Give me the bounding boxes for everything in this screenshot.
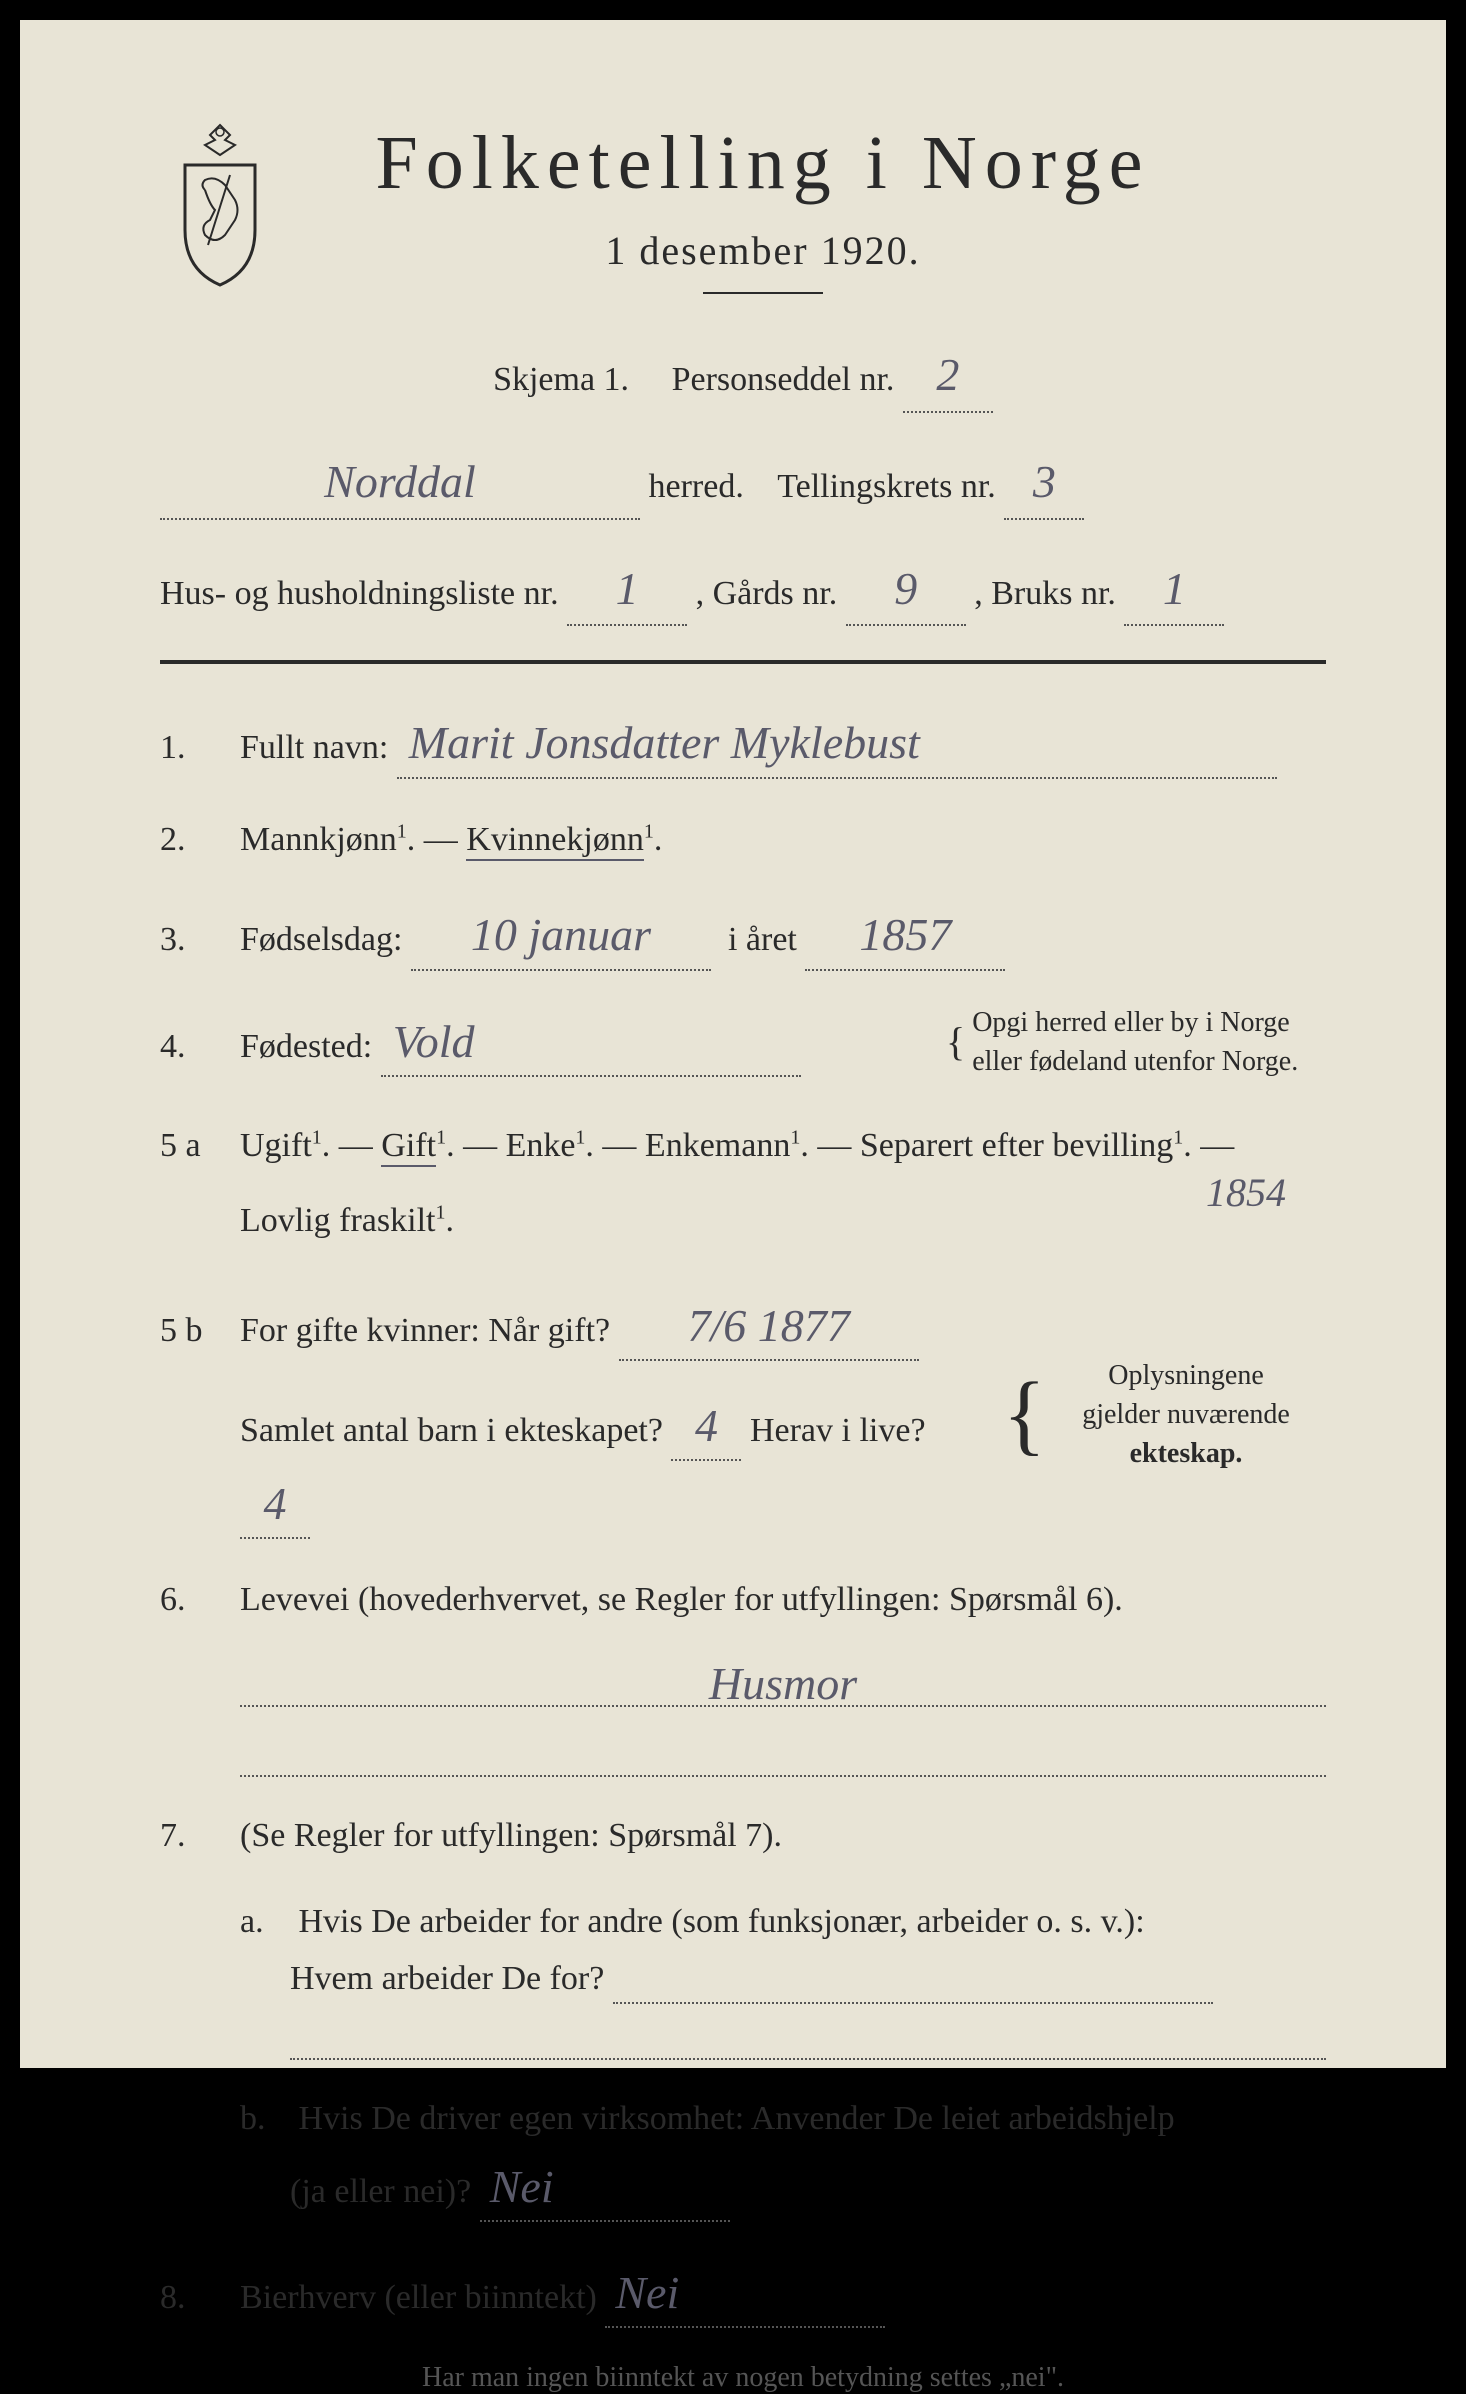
q6-value: Husmor: [709, 1658, 857, 1709]
q6-num: 6.: [160, 1571, 240, 1629]
q1-label: Fullt navn:: [240, 729, 388, 766]
herred-value: Norddal: [324, 456, 476, 507]
q2-num: 2.: [160, 811, 240, 869]
q3-day: 10 januar: [471, 909, 651, 960]
person-label: Personseddel nr.: [672, 361, 895, 398]
q5b-l2-label: Samlet antal barn i ekteskapet?: [240, 1412, 663, 1449]
q3-year: 1857: [859, 909, 951, 960]
tellingskrets-value: 3: [1033, 456, 1056, 507]
header: Folketelling i Norge 1 desember 1920.: [160, 120, 1326, 324]
gards-label: , Gårds nr.: [696, 575, 838, 612]
q5a-ugift: Ugift: [240, 1127, 312, 1164]
q2-row: 2. Mannkjønn1. — Kvinnekjønn1.: [160, 811, 1326, 869]
tellingskrets-label: Tellingskrets nr.: [777, 468, 996, 505]
divider: [160, 660, 1326, 664]
title-block: Folketelling i Norge 1 desember 1920.: [320, 120, 1326, 324]
q7b-q: (ja eller nei)?: [240, 2173, 471, 2210]
q7b-value: Nei: [490, 2161, 554, 2212]
q7a-letter: a.: [240, 1893, 290, 1951]
q4-label: Fødested:: [240, 1028, 372, 1065]
q2-kvinne: Kvinnekjønn: [466, 821, 644, 861]
schema-label: Skjema 1.: [493, 361, 629, 398]
q5a-separert: Separert efter bevilling: [860, 1127, 1173, 1164]
q1-value: Marit Jonsdatter Myklebust: [409, 717, 920, 768]
q7b-label: Hvis De driver egen virksomhet: Anvender…: [299, 2100, 1175, 2137]
q5b-l1-value: 7/6 1877: [687, 1300, 849, 1351]
census-form-page: Folketelling i Norge 1 desember 1920. Sk…: [20, 20, 1446, 2068]
q7-row: 7. (Se Regler for utfyllingen: Spørsmål …: [160, 1807, 1326, 1865]
q4-note: { Opgi herred eller by i Norge eller fød…: [946, 1003, 1326, 1081]
q7-intro: (Se Regler for utfyllingen: Spørsmål 7).: [240, 1817, 782, 1854]
q4-row: 4. Fødested: Vold { Opgi herred eller by…: [160, 1003, 1326, 1081]
q6-label: Levevei (hovederhvervet, se Regler for u…: [240, 1581, 1123, 1618]
hus-line: Hus- og husholdningsliste nr. 1 , Gårds …: [160, 548, 1326, 631]
q5b-l2b-label: Herav i live?: [750, 1412, 926, 1449]
q4-value: Vold: [393, 1016, 475, 1067]
q5a-fraskilt: Lovlig fraskilt: [240, 1202, 435, 1239]
q6-blank: [240, 1737, 1326, 1777]
q3-row: 3. Fødselsdag: 10 januar i året 1857: [160, 896, 1326, 974]
bruks-nr-value: 1: [1163, 563, 1186, 614]
bruks-label: , Bruks nr.: [974, 575, 1116, 612]
q5b-l2-value: 4: [695, 1400, 718, 1451]
q5b-l2b-value: 4: [264, 1478, 287, 1529]
q8-row: 8. Bierhverv (eller biinntekt) Nei: [160, 2254, 1326, 2332]
q5b-num: 5 b: [160, 1302, 240, 1360]
hus-nr-value: 1: [616, 563, 639, 614]
q5a-enkemann: Enkemann: [645, 1127, 790, 1164]
main-title: Folketelling i Norge: [320, 120, 1206, 207]
q5a-row: 5 a Ugift1. — Gift1. — Enke1. — Enkemann…: [160, 1109, 1326, 1259]
q7b-row: b. Hvis De driver egen virksomhet: Anven…: [160, 2090, 1326, 2226]
q8-value: Nei: [615, 2267, 679, 2318]
q6-row: 6. Levevei (hovederhvervet, se Regler fo…: [160, 1571, 1326, 1629]
q7a-label: Hvis De arbeider for andre (som funksjon…: [299, 1903, 1145, 1940]
q5b-l1-label: For gifte kvinner: Når gift?: [240, 1312, 610, 1349]
coat-of-arms-icon: [160, 120, 280, 290]
q2-mann: Mannkjønn: [240, 821, 397, 858]
herred-line: Norddal herred. Tellingskrets nr. 3: [160, 441, 1326, 524]
footer-note: Har man ingen biinntekt av nogen betydni…: [160, 2362, 1326, 2394]
q7a-blank: [290, 2020, 1326, 2060]
q5b-note: Oplysningene gjelder nuværende ekteskap.: [1046, 1356, 1326, 1474]
q1-num: 1.: [160, 719, 240, 777]
schema-line: Skjema 1. Personseddel nr. 2: [160, 334, 1326, 417]
q3-label: Fødselsdag:: [240, 921, 402, 958]
q7b-letter: b.: [240, 2090, 290, 2148]
q7a-q: Hvem arbeider De for?: [240, 1960, 604, 1997]
q5a-gift: Gift: [381, 1127, 436, 1167]
q5a-enke: Enke: [506, 1127, 576, 1164]
q7-num: 7.: [160, 1807, 240, 1865]
title-rule: [703, 292, 823, 294]
q5a-margin: 1854: [1206, 1159, 1286, 1227]
gards-nr-value: 9: [894, 563, 917, 614]
q7a-row: a. Hvis De arbeider for andre (som funks…: [160, 1893, 1326, 2009]
q3-num: 3.: [160, 911, 240, 969]
person-nr-value: 2: [936, 349, 959, 400]
q4-num: 4.: [160, 1018, 240, 1076]
herred-label: herred.: [649, 468, 744, 505]
subtitle: 1 desember 1920.: [320, 227, 1206, 274]
q8-num: 8.: [160, 2269, 240, 2327]
hus-label: Hus- og husholdningsliste nr.: [160, 575, 559, 612]
q5b-row: 5 b For gifte kvinner: Når gift? 7/6 187…: [160, 1287, 1326, 1544]
q8-label: Bierhverv (eller biinntekt): [240, 2279, 597, 2316]
q3-mid: i året: [728, 921, 797, 958]
q1-row: 1. Fullt navn: Marit Jonsdatter Myklebus…: [160, 704, 1326, 782]
q5a-num: 5 a: [160, 1117, 240, 1175]
